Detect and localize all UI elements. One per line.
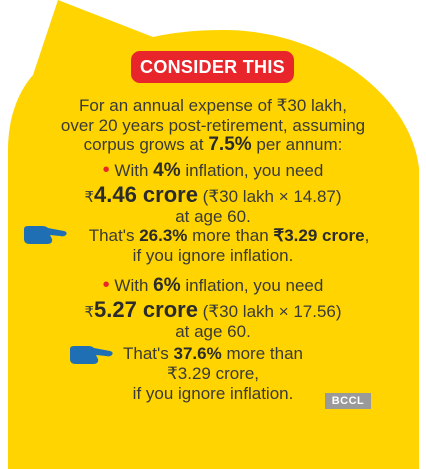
pointing-hand-icon — [70, 346, 113, 364]
required-corpus: 4.46 crore — [93, 182, 198, 207]
comparison-text: That's — [88, 226, 140, 245]
inflation-rate: 4% — [153, 160, 181, 181]
scenario-text: inflation, you need — [180, 276, 324, 295]
scenario-text: With — [109, 161, 154, 180]
pointing-hand-icon — [24, 226, 67, 244]
intro-line-2: over 20 years post-retirement, assuming — [60, 116, 366, 135]
scenario-1-heading: • With 4% inflation, you need — [0, 160, 426, 181]
comparison-text: That's — [123, 344, 174, 363]
scenario-2-amount: ₹5.27 crore (₹30 lakh × 17.56) — [0, 297, 426, 323]
scenario-2-age: at age 60. — [175, 322, 251, 341]
comparison-text: , — [364, 226, 370, 245]
scenario-2-note: if you ignore inflation. — [132, 384, 294, 403]
intro-text: per annum: — [251, 135, 343, 154]
calculation: (₹30 lakh × 17.56) — [197, 302, 342, 321]
scenario-2-base: ₹3.29 crore, — [166, 364, 260, 383]
bullet-icon: • — [102, 159, 110, 181]
comparison-text: more than — [221, 344, 303, 363]
extra-percent: 26.3% — [139, 226, 188, 245]
intro-line-1: For an annual expense of ₹30 lakh, — [79, 96, 347, 115]
consider-this-badge: CONSIDER THIS — [131, 51, 294, 83]
calculation: (₹30 lakh × 14.87) — [197, 187, 342, 206]
rupee-symbol: ₹ — [84, 304, 94, 321]
scenario-2-heading: • With 6% inflation, you need — [0, 275, 426, 296]
extra-percent: 37.6% — [173, 344, 222, 363]
scenario-1-comparison: That's 26.3% more than ₹3.29 crore, — [16, 226, 426, 246]
inflation-rate: 6% — [153, 275, 181, 296]
rupee-symbol: ₹ — [84, 189, 94, 206]
growth-rate: 7.5% — [208, 134, 252, 155]
scenario-text: With — [109, 276, 154, 295]
scenario-1-amount: ₹4.46 crore (₹30 lakh × 14.87) — [0, 182, 426, 208]
required-corpus: 5.27 crore — [93, 297, 198, 322]
base-corpus: ₹3.29 crore — [273, 226, 365, 245]
credit-badge: BCCL — [325, 393, 371, 409]
scenario-1-age: at age 60. — [175, 207, 251, 226]
scenario-text: inflation, you need — [180, 161, 324, 180]
scenario-2-comparison: That's 37.6% more than — [0, 344, 426, 364]
intro-text: corpus grows at — [83, 135, 209, 154]
comparison-text: more than — [187, 226, 274, 245]
scenario-1-note: if you ignore inflation. — [132, 246, 294, 265]
intro-line-3: corpus grows at 7.5% per annum: — [0, 135, 426, 155]
bullet-icon: • — [102, 274, 110, 296]
